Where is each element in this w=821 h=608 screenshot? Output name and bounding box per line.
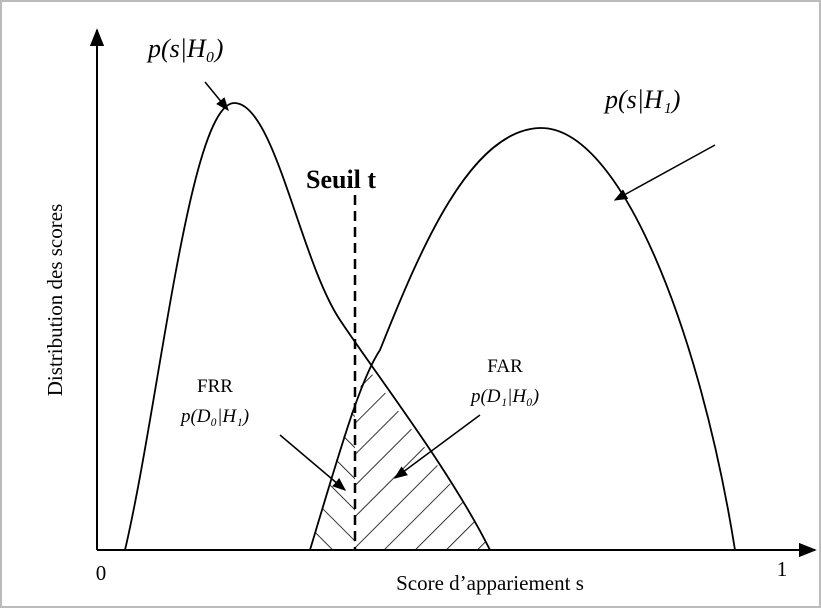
arrow [204, 81, 229, 112]
label: p(s|H₀) [146, 34, 223, 63]
x-axis-label: Score d’appariement s [396, 571, 584, 595]
label: FAR [487, 356, 523, 377]
y-axis-label: Distribution des scores [43, 204, 67, 396]
x-tick-label: 0 [96, 561, 107, 585]
x-tick-label: 1 [777, 557, 788, 581]
arrow [613, 144, 716, 201]
label: p(s|H₁) [603, 85, 680, 114]
arrow [279, 434, 347, 491]
label: p(D₁|H₀) [469, 386, 539, 407]
curve-h0 [124, 102, 491, 551]
label: p(D₀|H₁) [179, 406, 249, 427]
far-area [355, 368, 490, 550]
arrow [393, 414, 481, 479]
curve-h1 [309, 127, 736, 551]
label: Seuil t [306, 165, 376, 194]
label: FRR [197, 376, 233, 397]
